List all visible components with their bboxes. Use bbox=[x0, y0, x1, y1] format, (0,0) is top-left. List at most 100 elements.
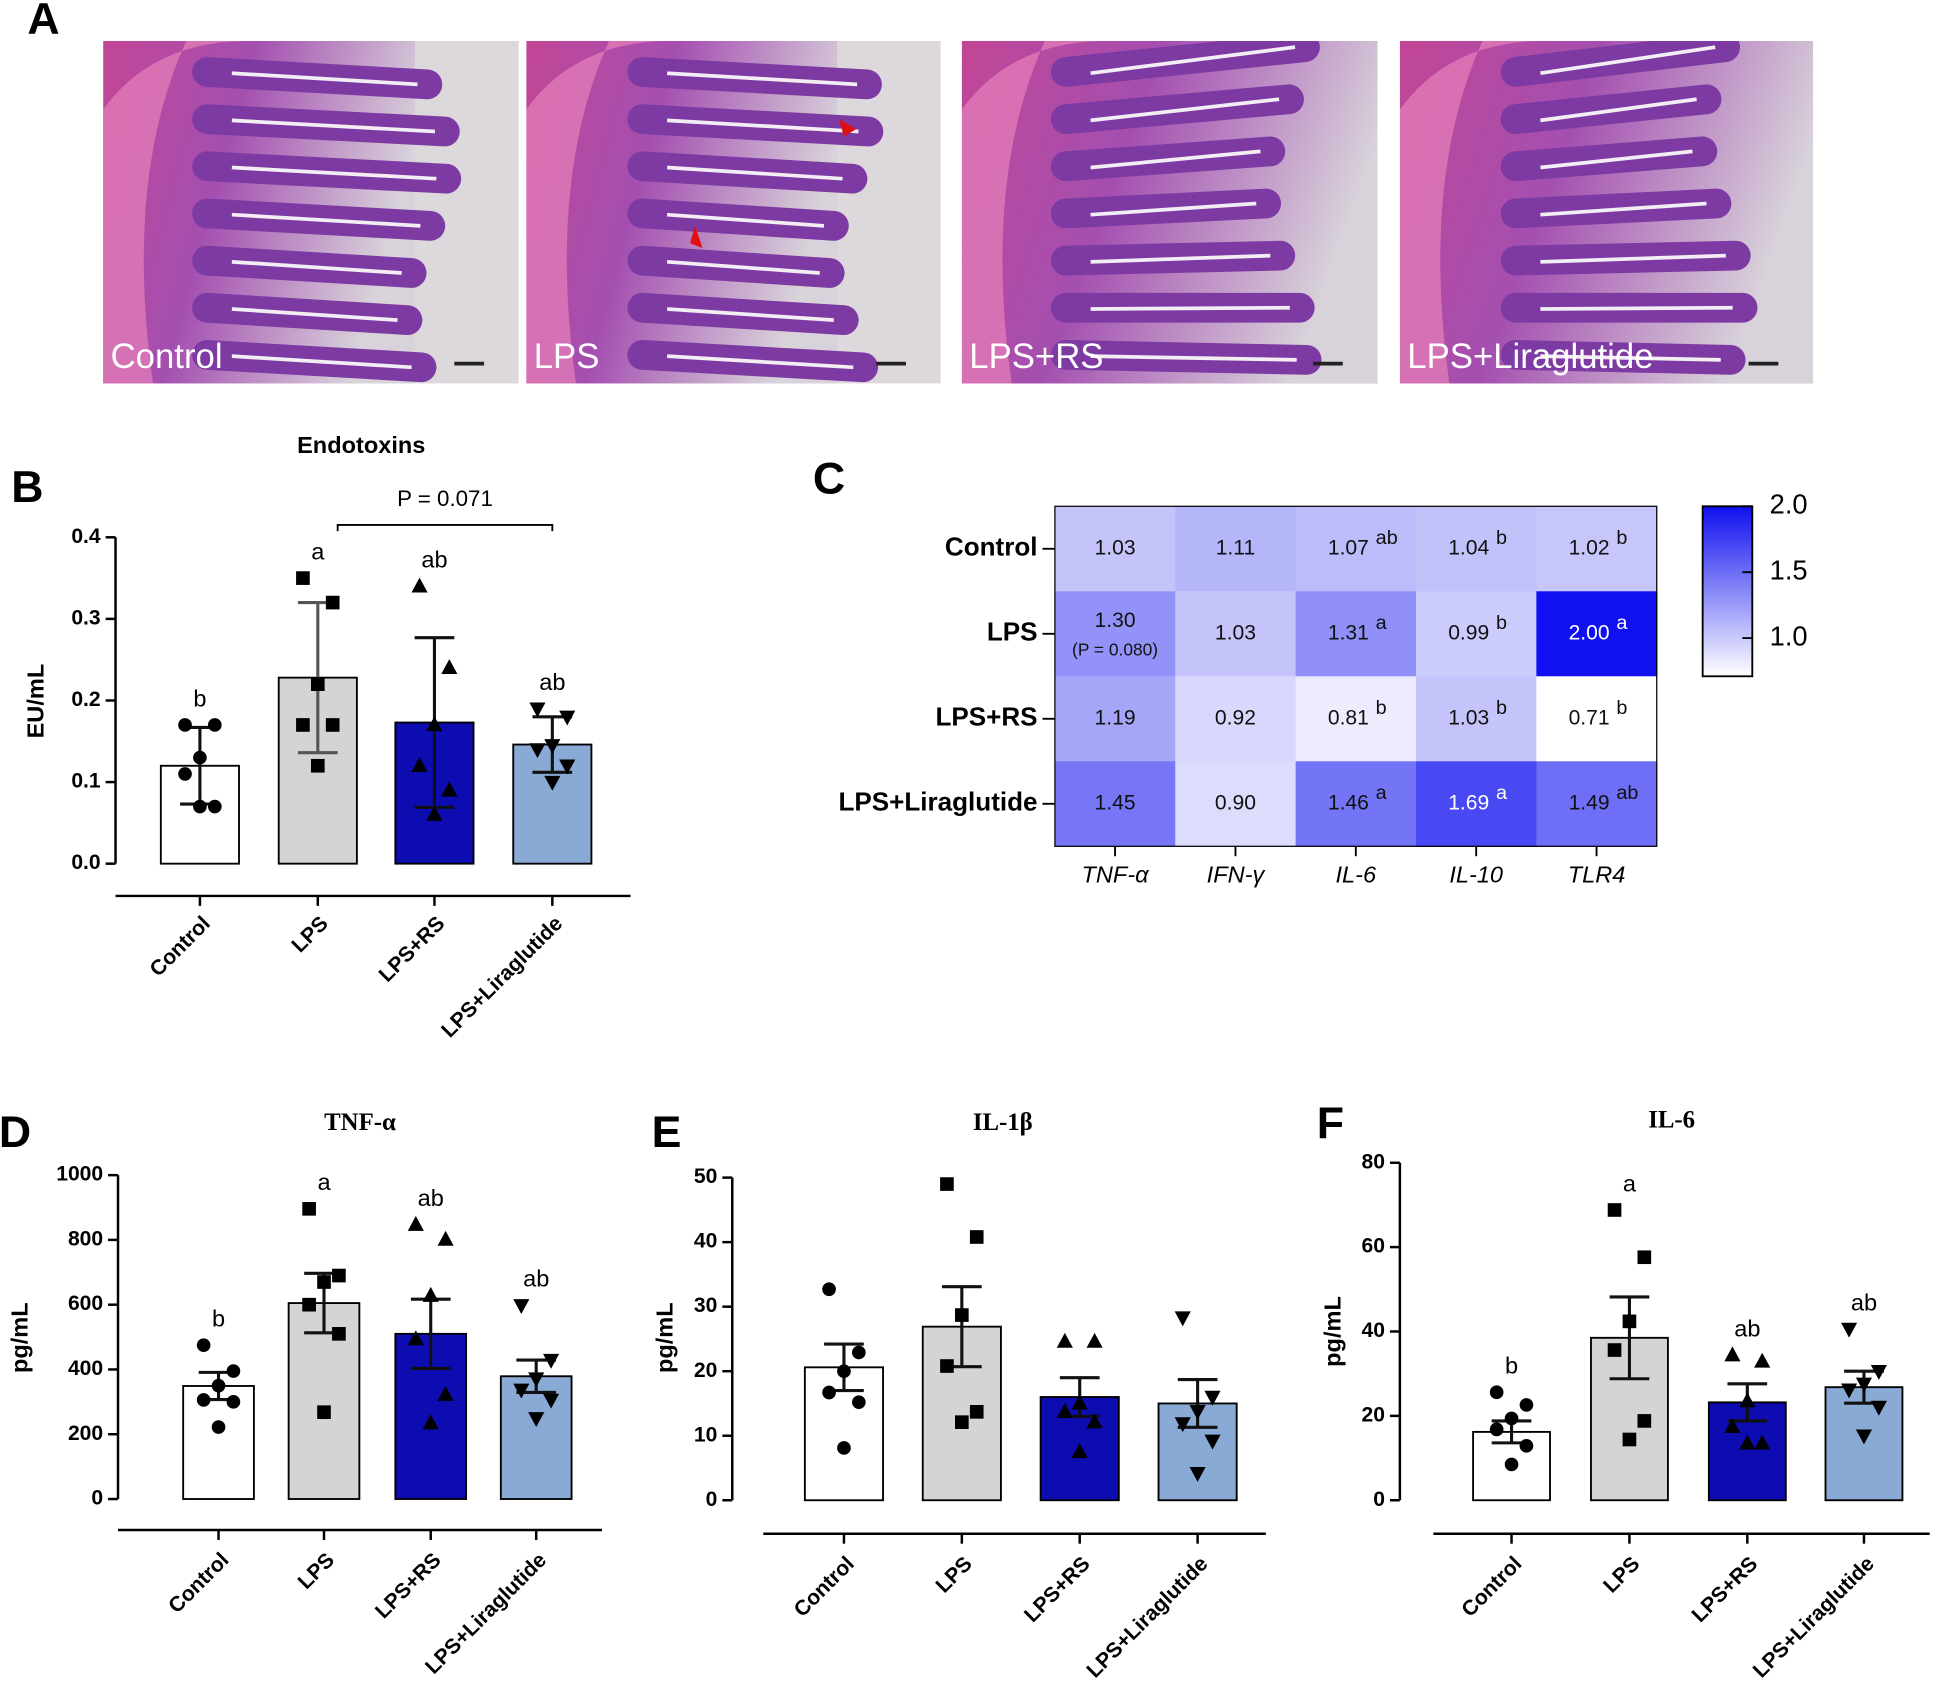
significance-letter: b bbox=[1505, 1353, 1518, 1379]
data-point bbox=[543, 1393, 560, 1409]
chart-title: TNF-α bbox=[324, 1109, 396, 1136]
data-point bbox=[544, 739, 561, 755]
data-point bbox=[1622, 1432, 1637, 1447]
panel-letter: D bbox=[0, 1108, 31, 1157]
heatmap-cell bbox=[1416, 506, 1537, 592]
heatmap-cell bbox=[1175, 761, 1297, 847]
cell-label: 1.07 bbox=[1328, 536, 1369, 559]
panel-letter: B bbox=[11, 463, 43, 512]
villus-lumen bbox=[1540, 305, 1733, 311]
data-point bbox=[1174, 1417, 1191, 1433]
cell-superscript: b bbox=[1616, 527, 1627, 549]
panel-letter: A bbox=[27, 0, 59, 44]
villus-lumen bbox=[667, 354, 854, 370]
data-point bbox=[544, 775, 561, 791]
cell-label: 1.03 bbox=[1095, 536, 1136, 559]
villus-lumen bbox=[231, 307, 398, 323]
significance-letter: ab bbox=[539, 669, 565, 695]
villus-lumen bbox=[666, 259, 820, 275]
row-label: LPS bbox=[987, 617, 1038, 647]
data-point bbox=[559, 710, 576, 726]
villus-lumen bbox=[1090, 149, 1261, 170]
histology-image bbox=[526, 40, 941, 384]
data-point bbox=[411, 757, 428, 772]
cell-superscript: b bbox=[1496, 612, 1507, 634]
comparison-label: P = 0.071 bbox=[397, 486, 493, 511]
villus-lumen bbox=[231, 71, 418, 87]
row-label: Control bbox=[945, 532, 1038, 562]
y-tick-label: 0 bbox=[1373, 1488, 1385, 1511]
panel-letter: F bbox=[1317, 1100, 1344, 1149]
colorbar-tick-label: 1.0 bbox=[1770, 620, 1808, 651]
x-tick-label: Control bbox=[146, 912, 215, 981]
x-tick-label: LPS+Liraglutide bbox=[1082, 1552, 1212, 1682]
data-point bbox=[296, 718, 310, 732]
villus-lumen bbox=[231, 354, 412, 370]
villus-lumen bbox=[1540, 45, 1716, 76]
image-label: LPS bbox=[534, 338, 600, 376]
cell-superscript: b bbox=[1496, 527, 1507, 549]
data-point bbox=[325, 595, 340, 610]
y-axis-label: pg/mL bbox=[652, 1302, 678, 1373]
error-bar bbox=[1609, 1295, 1650, 1381]
chart-title: IL-1β bbox=[973, 1109, 1033, 1136]
data-point bbox=[1504, 1457, 1519, 1472]
arrow bbox=[838, 119, 857, 137]
villus-lumen bbox=[1540, 354, 1721, 362]
data-point bbox=[1622, 1314, 1637, 1329]
data-point bbox=[822, 1385, 836, 1400]
data-point bbox=[1071, 1443, 1088, 1459]
data-point bbox=[940, 1359, 954, 1373]
data-point bbox=[211, 1378, 226, 1393]
data-point bbox=[422, 1414, 439, 1430]
y-axis-label: EU/mL bbox=[23, 664, 49, 739]
data-point bbox=[193, 750, 207, 765]
data-point bbox=[1504, 1411, 1519, 1426]
data-point bbox=[513, 1299, 530, 1315]
data-point bbox=[407, 1330, 424, 1346]
data-point bbox=[1855, 1429, 1873, 1445]
y-tick-label: 40 bbox=[1362, 1319, 1385, 1342]
data-point bbox=[1637, 1414, 1652, 1428]
bar bbox=[287, 1302, 361, 1500]
cell-superscript: b bbox=[1496, 697, 1507, 719]
cell-superscript: b bbox=[1376, 697, 1387, 719]
significance-letter: a bbox=[317, 1169, 331, 1195]
data-point bbox=[332, 1327, 346, 1341]
data-point bbox=[196, 1338, 211, 1352]
heatmap-cell bbox=[1054, 761, 1176, 847]
cell-label: 1.69 bbox=[1448, 791, 1489, 814]
heatmap-cell bbox=[1054, 506, 1176, 592]
x-tick-label: LPS+RS bbox=[1020, 1552, 1095, 1627]
heatmap-cell bbox=[1054, 676, 1176, 762]
heatmap-cell bbox=[1054, 591, 1176, 677]
comparison-bracket bbox=[336, 523, 554, 532]
villus-lumen bbox=[231, 259, 402, 275]
column-label: IFN-γ bbox=[1207, 861, 1266, 887]
image-label: LPS+RS bbox=[969, 338, 1103, 376]
data-point bbox=[178, 767, 192, 781]
cell-label: 1.49 bbox=[1569, 791, 1610, 814]
data-point bbox=[411, 577, 428, 593]
cell-label: 1.04 bbox=[1448, 536, 1489, 559]
significance-letter: a bbox=[1623, 1170, 1637, 1196]
data-point bbox=[302, 1297, 316, 1312]
cell-label: 1.46 bbox=[1328, 791, 1369, 814]
histology-image bbox=[103, 40, 519, 384]
data-point bbox=[955, 1415, 969, 1429]
villus-lumen bbox=[1090, 45, 1296, 76]
chart-title: IL-6 bbox=[1648, 1106, 1695, 1133]
villus-lumen bbox=[667, 118, 859, 134]
data-point bbox=[955, 1308, 969, 1322]
image-label: Control bbox=[111, 338, 223, 376]
significance-letter: b bbox=[212, 1306, 225, 1332]
data-point bbox=[1056, 1403, 1073, 1419]
y-tick-label: 0.2 bbox=[71, 688, 100, 711]
villus-lumen bbox=[666, 212, 825, 228]
heatmap-cell bbox=[1416, 591, 1537, 677]
bar bbox=[182, 1385, 255, 1500]
histology-image bbox=[1399, 40, 1814, 384]
y-tick-label: 60 bbox=[1362, 1235, 1385, 1258]
cell-label: 1.45 bbox=[1095, 791, 1136, 814]
data-point bbox=[1519, 1398, 1534, 1412]
